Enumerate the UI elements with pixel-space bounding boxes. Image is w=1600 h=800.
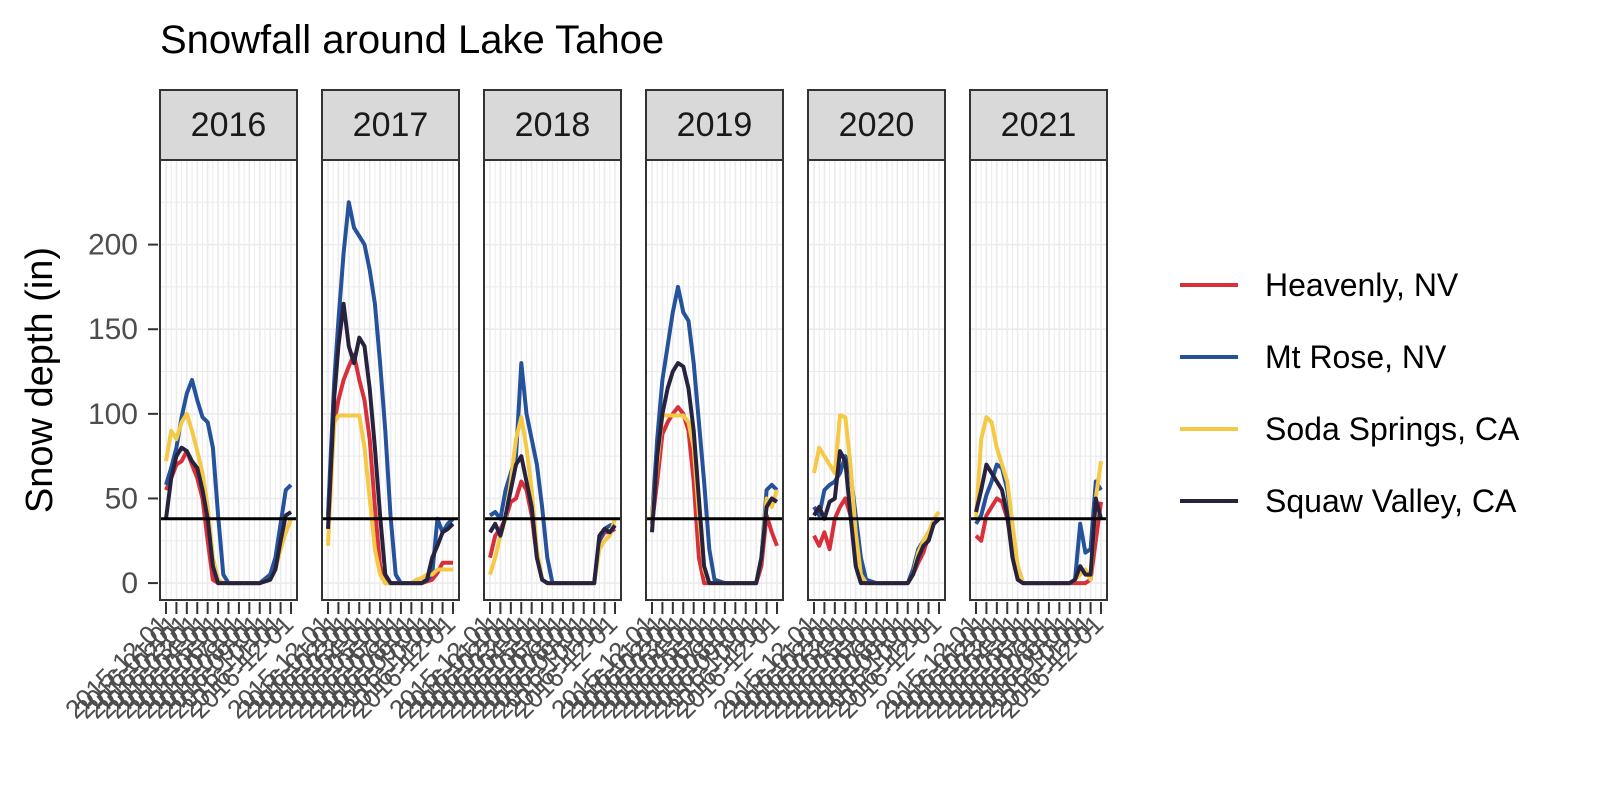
panel-border (159, 159, 298, 601)
y-tick-label: 200 (88, 229, 138, 262)
facet-strip-label: 2016 (191, 106, 267, 144)
y-tick-label: 0 (121, 567, 138, 600)
series-line-squaw-valley-ca (650, 361, 779, 586)
facet-strip (321, 89, 460, 161)
panel-border (969, 159, 1108, 601)
facet-strip-label: 2021 (1001, 106, 1077, 144)
series-line-heavenly-nv (326, 352, 453, 586)
panel-border (807, 159, 946, 601)
facet-strip-label: 2017 (353, 106, 429, 144)
series-line-squaw-valley-ca (974, 462, 1103, 586)
y-tick-label: 150 (88, 313, 138, 346)
y-tick-label: 100 (88, 398, 138, 431)
facet-strip (969, 89, 1108, 161)
series-line-soda-springs-ca (326, 413, 453, 586)
facet-strip (483, 89, 622, 161)
legend-label: Squaw Valley, CA (1265, 483, 1517, 519)
facet-strip (159, 89, 298, 161)
facet-strip-label: 2018 (515, 106, 591, 144)
series-line-squaw-valley-ca (326, 301, 455, 586)
facet-strip-label: 2019 (677, 106, 753, 144)
legend-label: Soda Springs, CA (1265, 411, 1520, 447)
facet-panel-2016: 20162015-12-012016-01-012016-02-012016-0… (59, 89, 299, 724)
y-axis-title: Snow depth (in) (19, 247, 61, 513)
series-line-squaw-valley-ca (812, 449, 941, 586)
facet-strip (807, 89, 946, 161)
legend-label: Mt Rose, NV (1265, 339, 1447, 375)
facet-strip (645, 89, 784, 161)
legend-label: Heavenly, NV (1265, 267, 1459, 303)
series-line-mt-rose-nv (164, 378, 293, 586)
facet-panel-2021: 20212015-12-012016-01-012016-02-012016-0… (869, 89, 1109, 724)
panel-border (483, 159, 622, 601)
panel-border (645, 159, 784, 601)
facet-panel-2018: 20182015-12-012016-01-012016-02-012016-0… (383, 89, 623, 724)
series-line-mt-rose-nv (326, 200, 455, 586)
chart-title: Snowfall around Lake Tahoe (160, 18, 665, 62)
facet-strip-label: 2020 (839, 106, 915, 144)
series-line-squaw-valley-ca (488, 454, 617, 586)
y-tick-label: 50 (105, 482, 138, 515)
series-line-squaw-valley-ca (164, 445, 293, 586)
panel-border (321, 159, 460, 601)
